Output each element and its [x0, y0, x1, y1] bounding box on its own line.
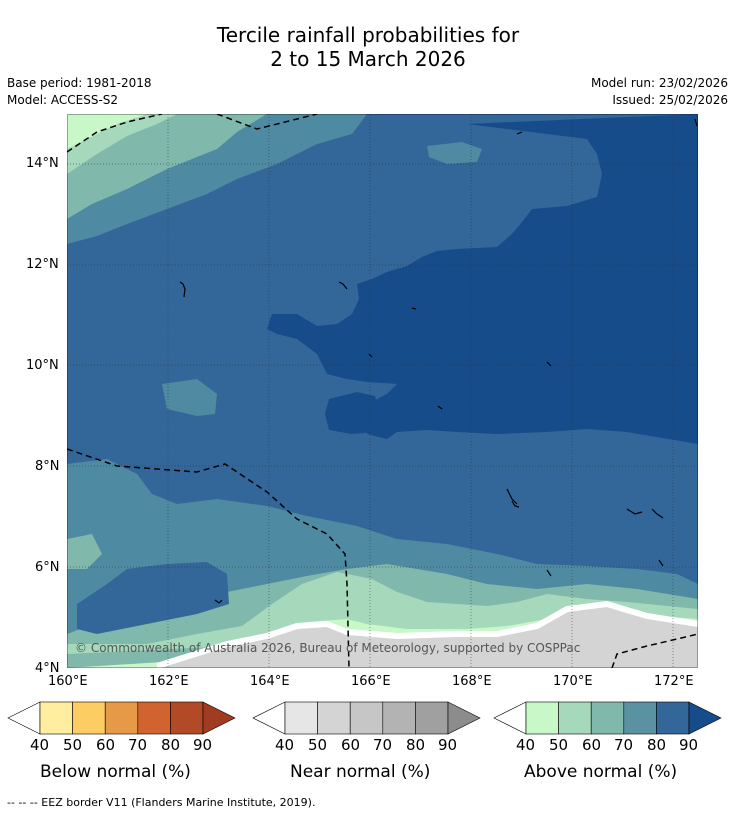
below-tick-80: 80: [161, 736, 181, 754]
above-tick-90: 90: [679, 736, 699, 754]
near-normal-label: Near normal (%): [290, 762, 431, 782]
colorbar-near-swatch-1: [317, 701, 351, 735]
colorbar-above-normal: [493, 701, 722, 735]
near-tick-90: 90: [438, 736, 458, 754]
lat-label-12n: 12°N: [26, 257, 59, 272]
lon-label-170e: 170°E: [553, 674, 593, 689]
below-tick-60: 60: [96, 736, 116, 754]
colorbar-near-swatch-5: [447, 701, 481, 735]
probability-band-60-70: [162, 379, 217, 416]
colorbar-above-swatch-0: [525, 701, 559, 735]
above-tick-60: 60: [582, 736, 602, 754]
below-tick-40: 40: [30, 736, 50, 754]
lon-label-160e: 160°E: [48, 674, 88, 689]
near-tick-60: 60: [341, 736, 361, 754]
map-title-line1: Tercile rainfall probabilities for: [216, 23, 520, 47]
above-normal-label: Above normal (%): [524, 762, 678, 782]
below-normal-label: Below normal (%): [40, 762, 191, 782]
above-tick-70: 70: [614, 736, 634, 754]
map-title-line2: 2 to 15 March 2026: [270, 47, 466, 71]
colorbar-below-swatch-1: [72, 701, 106, 735]
near-tick-70: 70: [373, 736, 393, 754]
probability-band-70-80: [77, 562, 229, 634]
lon-label-168e: 168°E: [452, 674, 492, 689]
colorbar-near-swatch-2: [349, 701, 384, 735]
probability-band-80-90: [267, 114, 698, 444]
colorbar-above-swatch-5: [688, 701, 722, 735]
eez-border: [67, 114, 698, 668]
lon-label-166e: 166°E: [351, 674, 391, 689]
lat-label-8n: 8°N: [35, 459, 60, 474]
lat-label-14n: 14°N: [26, 156, 59, 171]
colorbar-below-swatch-4: [170, 701, 204, 735]
model-run: Model run: 23/02/2026: [590, 76, 728, 90]
colorbar-below-normal: [7, 701, 236, 735]
colorbar-above-swatch-1: [558, 701, 592, 735]
colorbar-near-swatch-4: [415, 701, 449, 735]
lon-label-172e: 172°E: [654, 674, 694, 689]
atolls: [179, 118, 698, 604]
near-tick-40: 40: [275, 736, 295, 754]
eez-footnote: -- -- -- EEZ border V11 (Flanders Marine…: [7, 796, 316, 809]
colorbar-near-swatch-0: [284, 701, 318, 735]
graticule: [67, 114, 698, 668]
lat-label-10n: 10°N: [26, 358, 59, 373]
above-tick-50: 50: [549, 736, 569, 754]
colorbar-below-swatch-5: [202, 701, 236, 735]
colorbar-near-swatch-3: [382, 701, 416, 735]
below-tick-70: 70: [128, 736, 148, 754]
legend-colorbars: [7, 701, 722, 735]
near-normal-edge: [156, 600, 698, 668]
near-tick-50: 50: [308, 736, 328, 754]
below-tick-90: 90: [193, 736, 213, 754]
below-tick-50: 50: [63, 736, 83, 754]
probability-band-80-90: [325, 392, 379, 434]
near-tick-80: 80: [406, 736, 426, 754]
issued-date: Issued: 25/02/2026: [612, 93, 728, 107]
colorbar-above-swatch-4: [656, 701, 690, 735]
colorbar-below-swatch-3: [137, 701, 171, 735]
base-period: Base period: 1981-2018: [7, 76, 152, 90]
lon-label-162e: 162°E: [149, 674, 189, 689]
colorbar-below-swatch-2: [104, 701, 139, 735]
copyright-note: © Commonwealth of Australia 2026, Bureau…: [75, 641, 581, 655]
lon-label-164e: 164°E: [250, 674, 290, 689]
lat-label-4n: 4°N: [35, 661, 60, 676]
colorbar-near-normal: [252, 701, 481, 735]
lat-label-6n: 6°N: [35, 560, 60, 575]
colorbar-above-swatch-3: [623, 701, 657, 735]
colorbar-above-swatch-2: [590, 701, 625, 735]
model-name: Model: ACCESS-S2: [7, 93, 119, 107]
above-tick-40: 40: [516, 736, 536, 754]
probability-band-60-70: [427, 142, 482, 164]
probability-band-50-60: [67, 534, 102, 569]
probability-band-40-50-pale: [67, 114, 147, 149]
rainfall-probability-map: [67, 114, 698, 668]
probability-band-40-50: [67, 572, 698, 654]
above-tick-80: 80: [647, 736, 667, 754]
colorbar-below-swatch-0: [39, 701, 73, 735]
